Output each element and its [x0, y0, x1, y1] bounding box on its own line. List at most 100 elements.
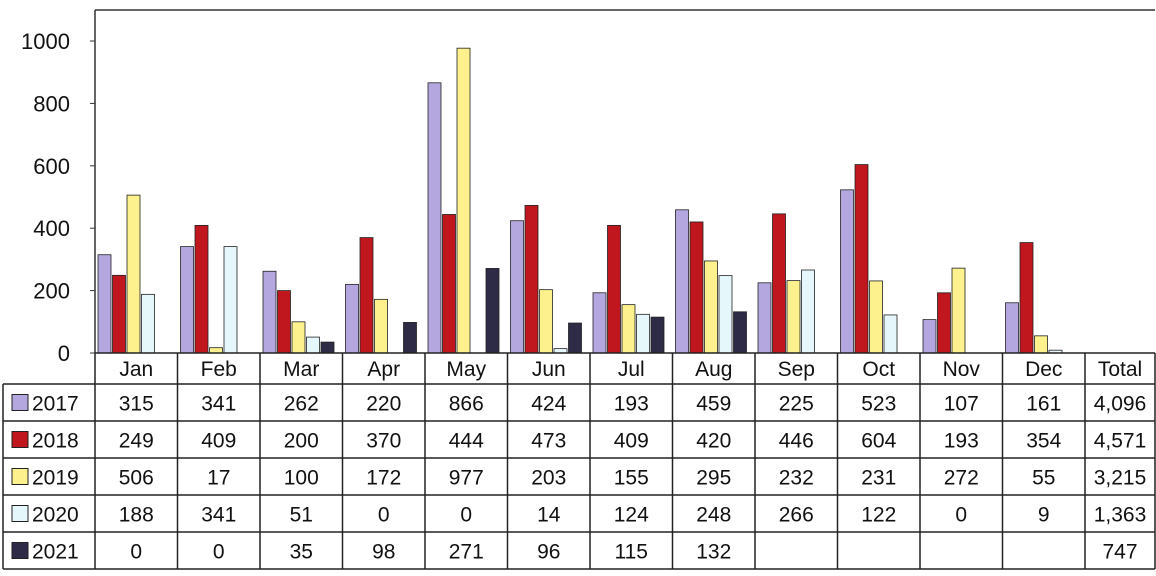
- bar-2017-Nov: [922, 319, 937, 354]
- table-cell-2018-Jun: 473: [531, 430, 566, 453]
- legend-label-2019: 2019: [32, 467, 79, 490]
- legend-swatch-2021: [11, 542, 29, 559]
- table-cell-2021-Jan: 0: [130, 541, 142, 564]
- table-cell-2019-Mar: 100: [284, 467, 319, 490]
- bar-2018-Nov: [937, 292, 951, 354]
- legend-swatch-2020: [11, 505, 29, 522]
- table-cell-2017-Aug: 459: [696, 393, 731, 416]
- bar-2021-Mar: [320, 341, 335, 354]
- legend-swatch-2019: [11, 468, 29, 485]
- x-category-label-Apr: Apr: [367, 358, 400, 381]
- chart-bars: [97, 47, 1063, 354]
- table-cell-2018-Apr: 370: [366, 430, 401, 453]
- table-total-2018: 4,571: [1094, 430, 1147, 453]
- table-total-2021: 747: [1102, 541, 1137, 564]
- table-cell-2020-Jul: 124: [614, 504, 649, 527]
- bar-2018-May: [442, 214, 456, 354]
- x-category-label-May: May: [446, 358, 486, 381]
- bar-2018-Oct: [854, 164, 869, 354]
- table-cell-2018-May: 444: [449, 430, 484, 453]
- bar-2021-Jun: [568, 322, 582, 354]
- bar-2018-Jan: [112, 274, 126, 354]
- legend-swatch-2018: [11, 431, 29, 448]
- bar-2019-Jul: [621, 304, 636, 354]
- table-cell-2018-Oct: 604: [861, 430, 896, 453]
- bar-2019-Apr: [374, 298, 388, 354]
- table-cell-2019-Jul: 155: [614, 467, 649, 490]
- bar-2017-Jun: [510, 220, 524, 354]
- bar-2019-Aug: [704, 260, 718, 354]
- bar-2017-Sep: [757, 282, 772, 354]
- bar-2018-Mar: [277, 290, 291, 354]
- table-cell-2021-Jun: 96: [537, 541, 560, 564]
- bar-2019-Jun: [539, 289, 553, 354]
- bar-2019-Dec: [1034, 335, 1048, 354]
- bar-2019-Sep: [786, 280, 801, 354]
- table-cell-2020-Aug: 248: [696, 504, 731, 527]
- table-cell-2020-Oct: 122: [861, 504, 896, 527]
- x-category-label-Oct: Oct: [862, 358, 895, 381]
- bar-2019-Oct: [869, 280, 883, 354]
- table-cell-2019-Nov: 272: [944, 467, 979, 490]
- bar-2020-Jan: [141, 293, 155, 354]
- table-cell-2017-Jul: 193: [614, 393, 649, 416]
- legend-label-2021: 2021: [32, 541, 79, 564]
- chart-axes: 0 200 400 600 800 1000: [21, 9, 1155, 366]
- bar-2017-Apr: [345, 283, 359, 354]
- table-cell-2018-Mar: 200: [284, 430, 319, 453]
- bar-2019-Mar: [291, 321, 306, 354]
- table-cell-2018-Aug: 420: [696, 430, 731, 453]
- table-cell-2019-May: 977: [449, 467, 484, 490]
- bar-2018-Jun: [524, 205, 539, 354]
- x-category-label-Jul: Jul: [618, 358, 645, 381]
- table-cell-2017-Oct: 523: [861, 393, 896, 416]
- table-cell-2019-Sep: 232: [779, 467, 814, 490]
- table-cell-2018-Dec: 354: [1026, 430, 1061, 453]
- x-category-label-Sep: Sep: [778, 358, 815, 381]
- bar-2017-Aug: [675, 209, 689, 354]
- bar-2018-Jul: [607, 224, 621, 354]
- table-cell-2021-Mar: 35: [290, 541, 313, 564]
- table-cell-2021-Aug: 132: [696, 541, 731, 564]
- bar-2017-Feb: [180, 246, 194, 354]
- table-cell-2020-May: 0: [460, 504, 472, 527]
- y-tick-label-0: 0: [58, 341, 70, 366]
- table-cell-2020-Mar: 51: [290, 504, 313, 527]
- table-cell-2019-Apr: 172: [366, 467, 401, 490]
- y-tick-label-600: 600: [33, 154, 70, 179]
- bar-2019-Jan: [126, 194, 141, 354]
- table-total-2019: 3,215: [1094, 467, 1147, 490]
- table-cell-2021-Jul: 115: [615, 541, 648, 564]
- x-category-label-Aug: Aug: [695, 358, 732, 381]
- bar-2018-Apr: [359, 237, 374, 354]
- bar-2019-Nov: [951, 267, 966, 354]
- table-cell-2017-Feb: 341: [201, 393, 236, 416]
- table-cell-2021-May: 271: [449, 541, 484, 564]
- table-cell-2020-Feb: 341: [201, 504, 236, 527]
- y-tick-label-800: 800: [33, 91, 70, 116]
- bar-2020-Feb: [223, 246, 238, 354]
- bar-2017-Mar: [262, 270, 277, 354]
- bar-2018-Dec: [1019, 242, 1034, 354]
- legend-label-2017: 2017: [32, 393, 79, 416]
- table-cell-2021-Apr: 98: [372, 541, 395, 564]
- table-cell-2020-Nov: 0: [955, 504, 967, 527]
- table-cell-2017-May: 866: [449, 393, 484, 416]
- table-cell-2020-Sep: 266: [779, 504, 814, 527]
- bar-2021-Aug: [733, 311, 747, 354]
- bar-2020-Jul: [636, 313, 650, 354]
- table-cell-2018-Nov: 193: [944, 430, 979, 453]
- bar-2020-Aug: [718, 275, 733, 354]
- y-tick-label-1000: 1000: [21, 29, 70, 54]
- x-category-label-Dec: Dec: [1025, 358, 1062, 381]
- bar-2021-Jul: [650, 316, 665, 354]
- table-cell-2019-Aug: 295: [696, 467, 731, 490]
- data-table: Jan Feb Mar Apr May Jun Jul Aug Sep Oct Nov Dec Tota…: [2, 352, 1156, 570]
- y-tick-label-400: 400: [33, 216, 70, 241]
- table-cell-2020-Apr: 0: [378, 504, 390, 527]
- bar-2021-Apr: [403, 322, 417, 354]
- table-cell-2021-Feb: 0: [213, 541, 225, 564]
- table-total-2020: 1,363: [1094, 504, 1147, 527]
- table-cell-2019-Oct: 231: [861, 467, 896, 490]
